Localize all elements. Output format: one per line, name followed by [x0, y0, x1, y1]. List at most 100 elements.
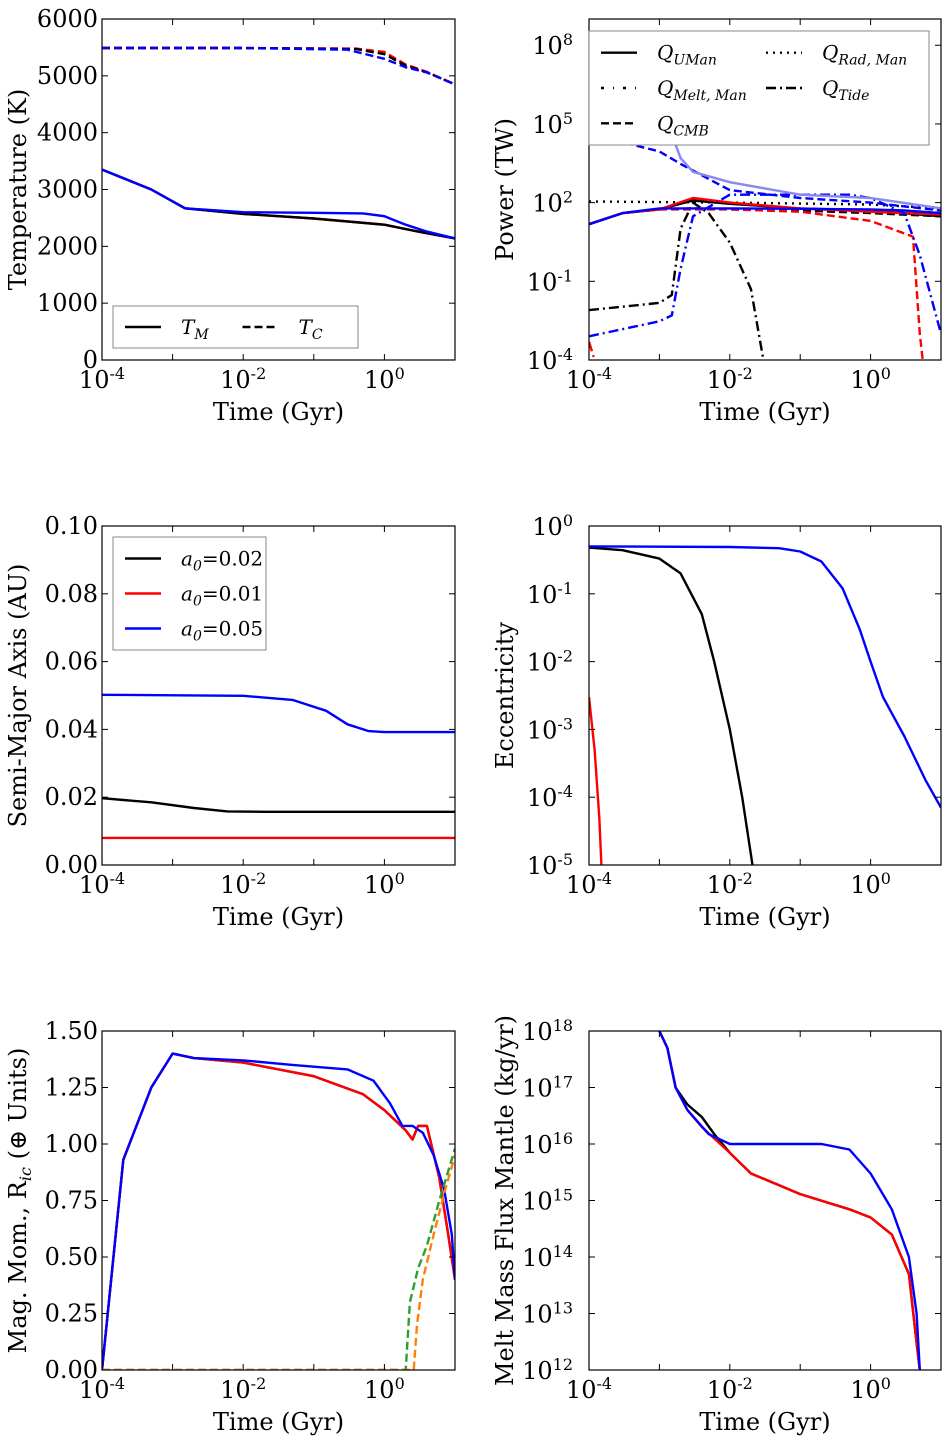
series-line-2 — [102, 1052, 455, 1370]
x-tick-label: 100 — [850, 364, 891, 394]
panel-5: 10-4 10-2 100 0.00 0.25 0.50 0.75 1.00 1.25 1.50 T… — [4, 1017, 456, 1436]
y-tick-label: 0.50 — [45, 1243, 98, 1271]
series-line-5 — [102, 168, 455, 240]
plot-area — [102, 1052, 455, 1370]
y-tick-label: 1.25 — [45, 1074, 98, 1102]
y-tick-label: 6000 — [37, 5, 98, 33]
y-tick-label: 1013 — [522, 1299, 573, 1329]
series-line-2 — [589, 201, 765, 360]
y-tick-label: 10-2 — [527, 647, 573, 677]
legend-label: QTide — [822, 76, 869, 104]
y-tick-label: 2000 — [37, 232, 98, 260]
y-tick-label: 1014 — [522, 1242, 573, 1272]
y-tick-label: 10-1 — [527, 266, 573, 296]
legend-label: QRad, Man — [822, 41, 907, 69]
series-line-3 — [102, 693, 455, 734]
y-tick-label: 1018 — [522, 1016, 573, 1046]
panel-3: 10-4 10-2 100 0.00 0.02 0.04 0.06 0.08 0.10 Time … — [4, 512, 456, 931]
y-tick-label: 0.04 — [45, 715, 98, 743]
y-tick-label: 10-5 — [527, 850, 573, 880]
x-tick-label: 10-2 — [220, 364, 266, 394]
y-tick-label: 108 — [532, 30, 573, 60]
legend-label: a0=0.01 — [181, 582, 263, 610]
y-tick-label: 10-4 — [527, 345, 573, 375]
series-line-8 — [589, 207, 941, 226]
legend-label: QUMan — [657, 41, 717, 69]
y-tick-label: 0.25 — [45, 1300, 98, 1328]
x-tick-label: 10-2 — [707, 364, 753, 394]
x-tick-label: 10-2 — [220, 1374, 266, 1404]
series-line-6 — [102, 46, 455, 86]
panel-2: 10-4 10-2 100 10-4 10-1 102 105 108 Time (Gyr) Po… — [491, 18, 942, 426]
panel-6: 10-4 10-2 100 1012 1013 1014 1015 1016 1017 1018 T… — [491, 1015, 942, 1436]
series-line-1 — [658, 1031, 921, 1370]
x-axis-label: Time (Gyr) — [699, 1408, 830, 1436]
plot-area — [102, 693, 455, 840]
series-line-7 — [589, 341, 596, 360]
y-tick-label: 1000 — [37, 289, 98, 317]
series-line-1 — [102, 797, 455, 813]
series-line-3 — [658, 1031, 921, 1370]
axes-frame — [588, 1030, 942, 1371]
legend-label: TM — [181, 315, 209, 343]
panel-1: 10-4 10-2 1000100020003000400050006000Time… — [4, 5, 456, 426]
x-axis-label: Time (Gyr) — [213, 903, 344, 931]
x-axis-label: Time (Gyr) — [213, 398, 344, 426]
y-tick-label: 3000 — [37, 176, 98, 204]
legend-label: QMelt, Man — [657, 76, 747, 104]
y-axis-label: Eccentricity — [491, 621, 519, 769]
y-axis-label: Temperature (K) — [4, 89, 32, 291]
plot-area — [589, 114, 941, 360]
y-tick-label: 0.10 — [45, 512, 98, 540]
y-tick-label: 0.06 — [45, 648, 98, 676]
series-line-3 — [589, 545, 941, 809]
plot-area — [589, 545, 941, 865]
legend-label: TC — [299, 315, 323, 343]
legend: QUMan QRad, Man QMelt, Man QTide QCMB — [588, 30, 930, 146]
x-tick-label: 100 — [364, 1374, 405, 1404]
legend-label: QCMB — [657, 111, 709, 139]
y-tick-label: 10-1 — [527, 579, 573, 609]
plot-area — [102, 46, 455, 240]
series-line-9 — [589, 138, 941, 212]
x-tick-label: 10-2 — [707, 869, 753, 899]
axes-frame — [588, 18, 942, 361]
y-tick-label: 0.00 — [45, 851, 98, 879]
y-tick-label: 1015 — [522, 1186, 573, 1216]
y-tick-label: 10-4 — [527, 782, 573, 812]
y-tick-label: 0 — [83, 346, 98, 374]
x-tick-label: 10-4 — [566, 869, 612, 899]
legend-label: a0=0.05 — [181, 617, 263, 645]
x-tick-label: 100 — [364, 364, 405, 394]
axes-frame — [588, 525, 942, 866]
series-line-10 — [589, 193, 941, 338]
series-line-3 — [102, 168, 455, 240]
x-axis-label: Time (Gyr) — [699, 903, 830, 931]
legend: a0=0.02 a0=0.01 a0=0.05 — [112, 536, 267, 651]
y-tick-label: 1016 — [522, 1129, 573, 1159]
x-axis-label: Time (Gyr) — [699, 398, 830, 426]
y-axis-label: Mag. Mom., Ric (⊕ Units) — [4, 1048, 35, 1354]
y-tick-label: 0.00 — [45, 1356, 98, 1384]
series-line-5 — [102, 1154, 455, 1370]
series-line-2 — [658, 1031, 921, 1370]
series-line-6 — [589, 208, 924, 360]
axes-frame — [101, 525, 456, 866]
y-tick-label: 100 — [532, 511, 573, 541]
y-tick-label: 105 — [532, 109, 573, 139]
plot-area — [658, 1031, 921, 1370]
y-axis-label: Semi-Major Axis (AU) — [4, 564, 32, 828]
y-tick-label: 102 — [532, 188, 573, 218]
x-tick-label: 100 — [850, 1374, 891, 1404]
x-tick-label: 10-2 — [220, 869, 266, 899]
y-tick-label: 0.08 — [45, 580, 98, 608]
x-axis-label: Time (Gyr) — [213, 1408, 344, 1436]
legend-label: a0=0.02 — [181, 547, 263, 575]
x-tick-label: 10-4 — [79, 869, 125, 899]
x-tick-label: 10-4 — [79, 364, 125, 394]
y-axis-label: Melt Mass Flux Mantle (kg/yr) — [491, 1015, 519, 1386]
series-line-3 — [102, 1052, 455, 1370]
y-tick-label: 1012 — [522, 1355, 573, 1385]
